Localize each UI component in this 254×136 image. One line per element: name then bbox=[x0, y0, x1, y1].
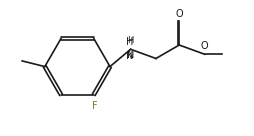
Text: N: N bbox=[125, 51, 133, 61]
Text: H: H bbox=[128, 36, 134, 45]
Text: F: F bbox=[92, 101, 98, 111]
Text: N: N bbox=[127, 50, 134, 60]
Text: H: H bbox=[125, 37, 133, 47]
Text: O: O bbox=[201, 41, 208, 51]
Text: O: O bbox=[176, 9, 183, 19]
